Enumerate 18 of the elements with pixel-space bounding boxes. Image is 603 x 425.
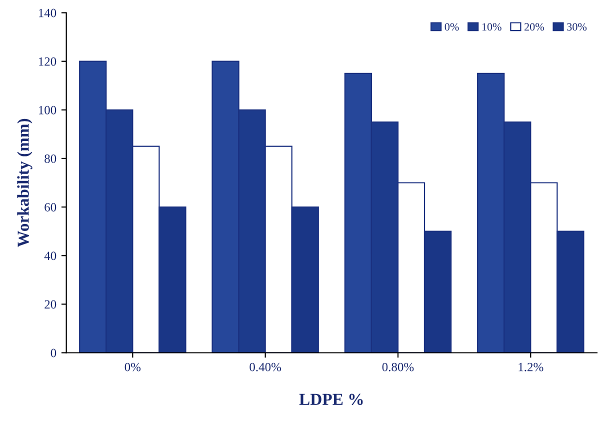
y-tick-label: 80 <box>44 154 56 163</box>
x-tick-label: 0% <box>124 362 141 372</box>
y-tick-label: 120 <box>38 57 56 66</box>
x-tick-label: 1.2% <box>518 362 544 372</box>
legend-label: 10% <box>482 23 502 31</box>
y-tick-label: 140 <box>38 8 56 18</box>
legend-label: 30% <box>567 23 587 31</box>
y-tick-label: 20 <box>44 300 56 309</box>
y-tick-label: 100 <box>38 106 56 114</box>
x-tick-label: 0.80% <box>382 362 414 372</box>
legend-label: 0% <box>444 23 459 31</box>
legend-label: 20% <box>524 23 544 31</box>
y-tick-label: 40 <box>44 252 56 260</box>
y-axis-title: Workability (mm) <box>17 118 32 248</box>
x-axis-title: LDPE % <box>299 394 363 406</box>
y-tick-label: 0 <box>50 348 56 358</box>
x-tick-label: 0.40% <box>250 362 282 372</box>
y-tick-label: 60 <box>44 203 56 212</box>
